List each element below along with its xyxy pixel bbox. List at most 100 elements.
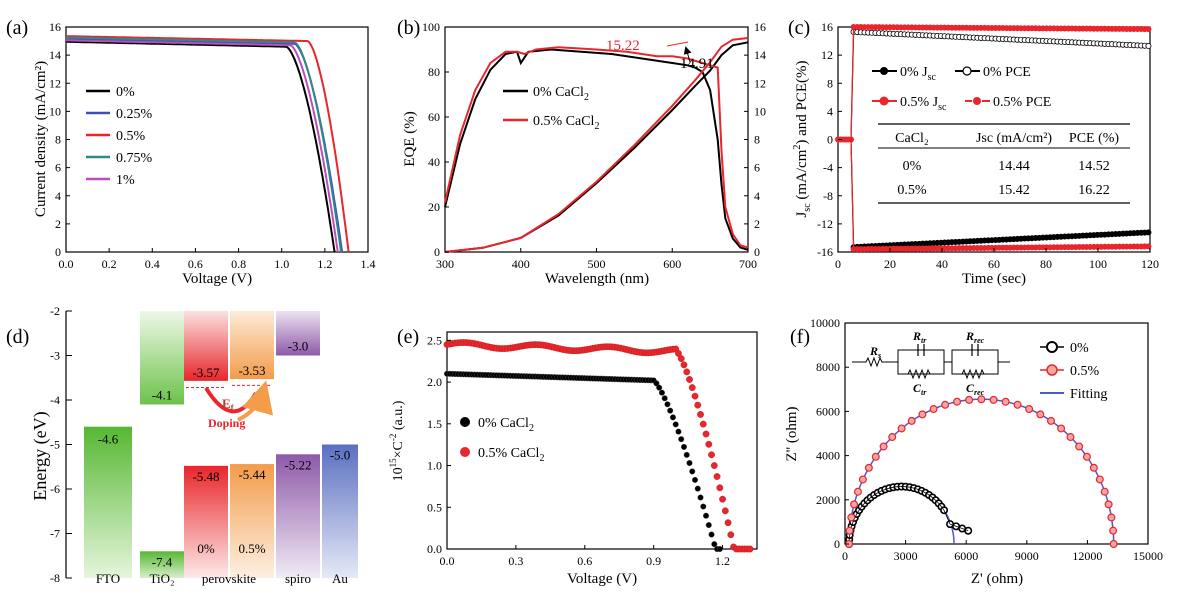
data-point-e-1: [694, 401, 702, 409]
data-point-f-05: [1095, 475, 1104, 484]
data-point-e-0: [667, 407, 674, 414]
panel-label-d: (d): [6, 326, 29, 348]
fto-bar: [84, 426, 132, 578]
x-tick-label: 600: [663, 257, 681, 271]
annotation-15-22: 15.22: [606, 38, 640, 54]
data-point-c-0: [1145, 229, 1152, 236]
chart-b: 300 400 500 600 700 0 20 40 60 80 100 0 2 4 6 8 10 12 14…: [402, 20, 766, 287]
doping-label: Doping: [208, 416, 245, 430]
data-point-e-0: [697, 494, 704, 501]
legend-c-marker-2: [879, 96, 889, 106]
chart-a: 0.0 0.2 0.4 0.6 0.8 1.0 1.2 1.4 0 2 4 6 8 10 12 14 16 V…: [33, 20, 376, 287]
y-axis-label-d: Energy (eV): [30, 411, 51, 500]
tio2-cb-bar-label: -4.1: [152, 387, 173, 402]
y-tick-label: 16: [821, 20, 833, 34]
x-tick-label: 3000: [894, 549, 918, 563]
y-tick-label: 40: [428, 155, 440, 169]
circuit-resistor-tr: [907, 368, 931, 380]
data-point-c-3: [1145, 26, 1152, 33]
legend-a-label-3: 0.75%: [116, 151, 153, 166]
x-tick-label: 0.8: [231, 257, 246, 271]
annotation-arrow-black: [683, 46, 692, 63]
equivalent-circuit: Rs Rtr Ctr Rrec Crec: [852, 329, 1010, 397]
plot-frame-f: [844, 322, 1149, 545]
circuit-label-ctr: Ctr: [913, 381, 927, 397]
y-axis-label-f: Z'' (ohm): [784, 407, 800, 462]
x-tick-label: 15000: [1133, 549, 1163, 563]
y-tick-label: 6000: [816, 404, 840, 418]
y2-tick-label: 8: [754, 133, 760, 147]
y2-tick-label: 2: [754, 217, 760, 231]
table-header-0: CaCl₂: [895, 131, 929, 146]
data-point-f-05: [879, 442, 888, 451]
data-point-e-0: [700, 503, 707, 510]
data-point-f-05: [845, 526, 854, 535]
y-axis-label-e: 1015×C-2 (a.u.): [388, 400, 406, 481]
perovskite-0-vb-bar-label: -5.48: [192, 469, 219, 484]
data-point-f-05: [1104, 500, 1113, 509]
data-point-e-1: [708, 451, 715, 459]
curve-a-4: [66, 39, 339, 253]
data-point-f-05: [941, 400, 950, 409]
chart-d: -8 -7 -6 -5 -4 -3 -2 -4.6 -4.1 -7.4 -3.57 -5.48 -3.…: [30, 304, 358, 586]
tio2-vb-bar-label: -7.4: [152, 554, 173, 569]
curve-a-1: [66, 38, 344, 253]
y-tick-label: 1.0: [427, 459, 442, 473]
data-point-e-1: [688, 384, 696, 392]
y-tick-label: 4000: [816, 449, 840, 463]
series-line-f-0: [848, 486, 969, 545]
y-tick-label: -2: [50, 304, 60, 318]
circuit-label-rs: Rs: [869, 344, 881, 360]
data-point-e-1: [702, 430, 710, 438]
circuit-rtr-ctr-frame: [897, 349, 945, 375]
data-point-f-05: [897, 424, 906, 433]
data-point-f-05: [1109, 526, 1118, 535]
table-cell: 14.52: [1078, 159, 1110, 174]
category-label-3: spiro: [285, 571, 311, 586]
data-point-e-1: [686, 376, 693, 383]
data-point-f-05: [847, 513, 856, 522]
circuit-resistor-rec: [961, 368, 985, 380]
data-point-f-05: [1100, 487, 1109, 496]
x-tick-label: 9000: [1015, 549, 1039, 563]
y-tick-label: -8: [823, 189, 833, 203]
y-tick-label: 20: [428, 200, 440, 214]
legend-f-marker-0: [1046, 341, 1058, 353]
data-point-e-0: [658, 389, 665, 396]
legend-f: 0% 0.5% Fitting: [1040, 341, 1107, 402]
legend-f-label-0: 0%: [1070, 341, 1089, 356]
spiro-lumo-bar-label: -3.0: [288, 339, 309, 354]
x-tick-label: 6000: [954, 549, 978, 563]
data-point-e-1: [691, 392, 699, 400]
chart-f: 0 3000 6000 9000 12000 15000 0 2000 4000 6000 800…: [784, 316, 1163, 587]
x-tick-label: 0.3: [508, 554, 523, 568]
chart-c: 0 20 40 60 80 100 120 -16 -12 -8 -4 0 4 8 12 16 Time (…: [792, 20, 1159, 287]
data-point-f-05: [1107, 513, 1116, 522]
legend-c-marker-0: [880, 67, 888, 75]
data-point-e-1: [727, 531, 735, 539]
y-tick-label: -5: [50, 438, 60, 452]
circuit-label-rtr: Rtr: [912, 329, 927, 345]
data-point-e-1: [683, 368, 691, 376]
data-point-f-05: [953, 397, 962, 406]
x-tick-label: 0.6: [188, 257, 203, 271]
eqe-curve-0: [444, 48, 749, 251]
data-point-e-1: [713, 473, 721, 480]
y2-tick-label: 14: [754, 48, 766, 62]
y-axis-label-b: EQE (%): [402, 111, 418, 166]
data-point-f-05: [1066, 433, 1075, 442]
y-tick-label: 0: [55, 245, 61, 259]
data-point-e-0: [653, 380, 660, 387]
y2-tick-label: 4: [754, 189, 760, 203]
legend-a-label-2: 0.5%: [116, 129, 146, 144]
tio2-vb-bar: [140, 551, 184, 578]
doping-annotation: Ef Doping: [204, 380, 274, 430]
data-point-e-0: [675, 428, 682, 435]
y-tick-label: 16: [49, 20, 61, 34]
data-point-e-1: [716, 484, 724, 492]
legend-c-label-2: 0.5% Jsc: [900, 95, 947, 113]
data-point-f-05: [929, 405, 938, 414]
data-point-e-0: [669, 414, 676, 421]
y-tick-label: 0: [827, 133, 833, 147]
x-tick-label: 400: [512, 257, 530, 271]
